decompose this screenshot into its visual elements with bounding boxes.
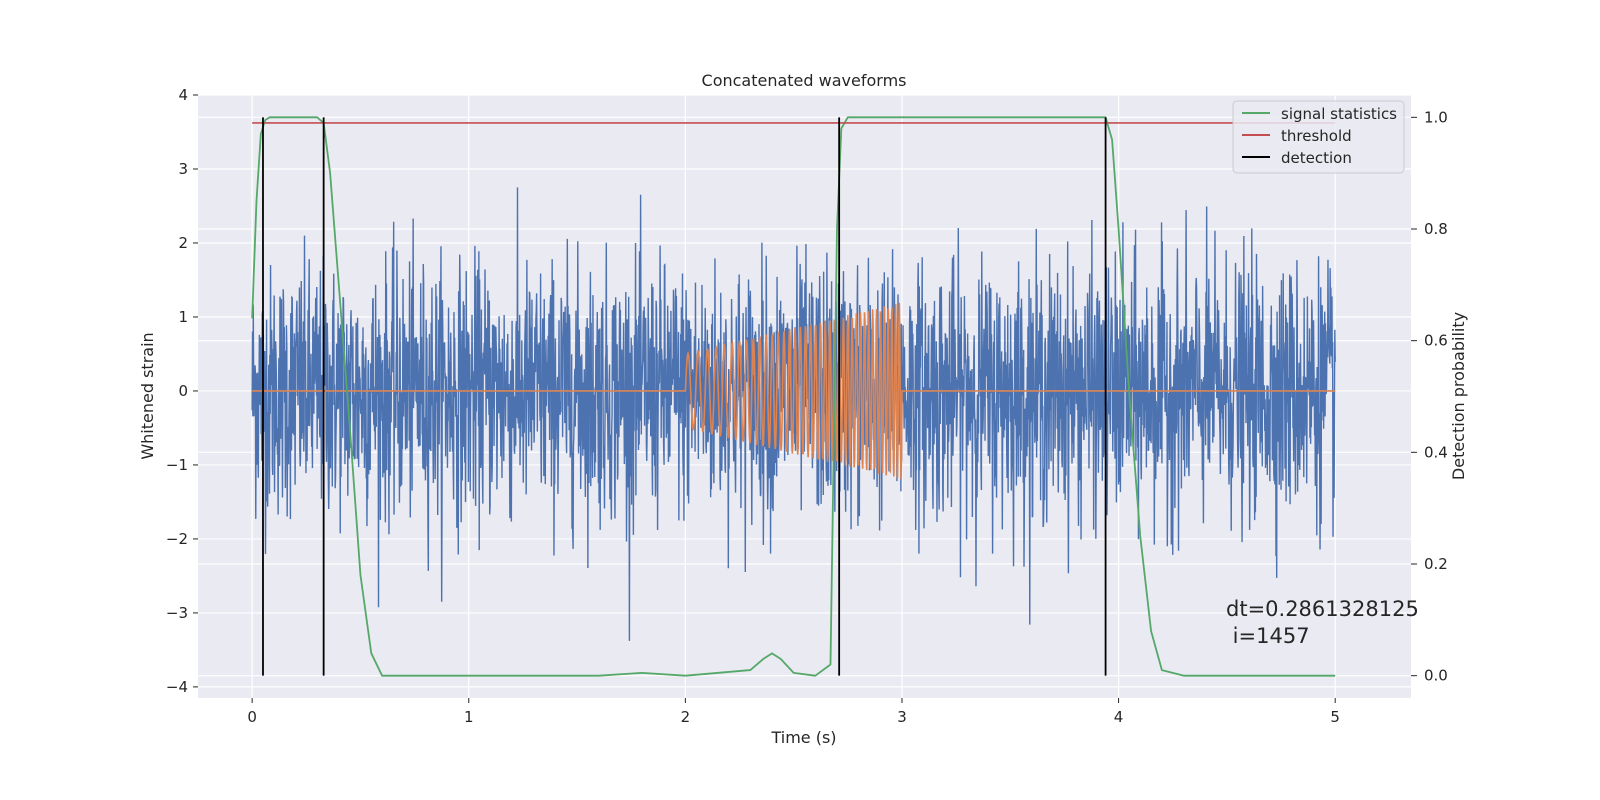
y-tick-label: −3 [166, 604, 188, 622]
stat-layer [251, 116, 1336, 677]
x-tick-label: 5 [1330, 708, 1340, 726]
ticks: 0 1 2 3 4 5 −4 −3 −2 −1 0 1 2 3 4 0.0 0.2 0.4 0.6 0.8 1.0 [166, 86, 1448, 726]
legend: signal statistics threshold detection [1232, 100, 1405, 174]
legend-label-signal-statistics: signal statistics [1281, 105, 1397, 123]
detection-layer [262, 117, 1107, 676]
annotation-dt: dt=0.2861328125 [1226, 597, 1419, 621]
legend-box [1232, 100, 1405, 174]
y2-tick-label: 0.8 [1424, 220, 1448, 238]
y-tick-label: −2 [166, 530, 188, 548]
y2-tick-label: 0.6 [1424, 332, 1448, 350]
legend-label-threshold: threshold [1281, 127, 1352, 145]
legend-label-detection: detection [1281, 149, 1352, 167]
y-tick-label: −4 [166, 678, 188, 696]
y2-tick-label: 0.2 [1424, 555, 1448, 573]
y-axis-label: Whitened strain [138, 332, 157, 459]
y-tick-label: 2 [178, 234, 188, 252]
annotation-i: i=1457 [1226, 624, 1310, 648]
y-tick-label: 0 [178, 382, 188, 400]
x-tick-label: 4 [1114, 708, 1124, 726]
y2-tick-label: 0.0 [1424, 667, 1448, 685]
x-tick-label: 2 [681, 708, 691, 726]
y-tick-label: 1 [178, 308, 188, 326]
y2-tick-label: 1.0 [1424, 108, 1448, 126]
chart-title: Concatenated waveforms [702, 71, 907, 90]
series-signal-statistics [251, 116, 1336, 677]
x-tick-label: 0 [247, 708, 257, 726]
y2-axis-label: Detection probability [1449, 312, 1468, 480]
chirp-layer [252, 302, 1336, 480]
y-tick-label: −1 [166, 456, 188, 474]
y2-tick-label: 0.4 [1424, 443, 1448, 461]
y-tick-label: 3 [178, 160, 188, 178]
y-tick-label: 4 [178, 86, 188, 104]
x-tick-label: 1 [464, 708, 474, 726]
x-axis-label: Time (s) [770, 728, 836, 747]
series-injected-signal [252, 302, 1336, 480]
x-tick-label: 3 [897, 708, 907, 726]
